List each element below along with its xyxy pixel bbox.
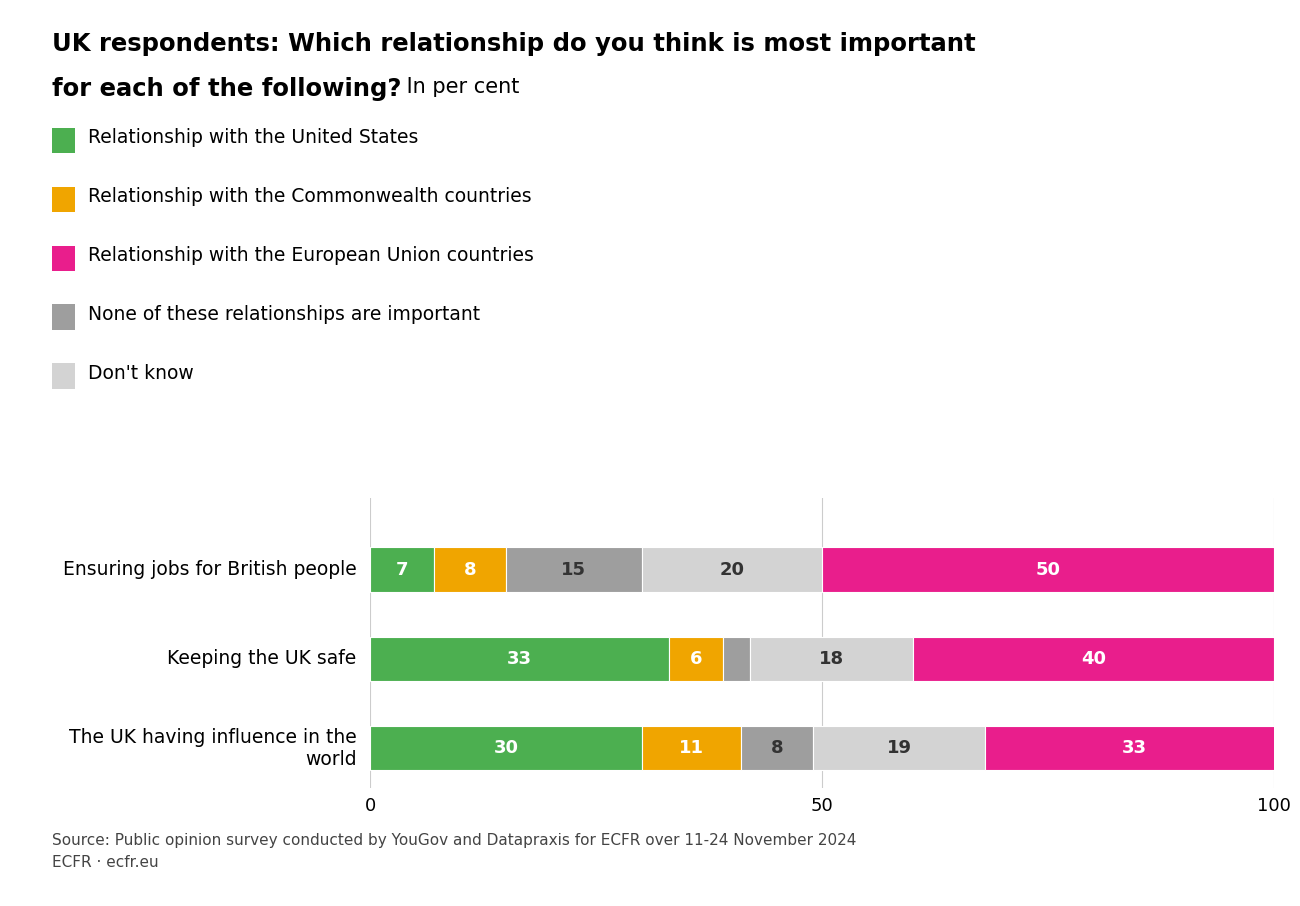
Bar <box>370 637 668 681</box>
Text: Relationship with the European Union countries: Relationship with the European Union cou… <box>88 246 534 265</box>
Text: 8: 8 <box>464 561 476 579</box>
Bar <box>741 726 814 770</box>
Text: Don't know: Don't know <box>88 364 194 382</box>
Text: for each of the following?: for each of the following? <box>52 77 402 101</box>
Text: Source: Public opinion survey conducted by YouGov and Datapraxis for ECFR over 1: Source: Public opinion survey conducted … <box>52 833 857 870</box>
Bar <box>814 726 985 770</box>
Bar <box>913 637 1274 681</box>
Text: 15: 15 <box>562 561 586 579</box>
Bar <box>668 637 723 681</box>
Text: Relationship with the United States: Relationship with the United States <box>88 129 419 147</box>
Text: 7: 7 <box>396 561 408 579</box>
Text: 30: 30 <box>494 739 519 757</box>
Text: 18: 18 <box>819 650 844 668</box>
Text: 40: 40 <box>1080 650 1106 668</box>
Bar <box>641 547 822 592</box>
Bar <box>506 547 641 592</box>
Bar <box>985 726 1283 770</box>
Text: 33: 33 <box>507 650 532 668</box>
Text: None of these relationships are important: None of these relationships are importan… <box>88 305 481 323</box>
Text: Relationship with the Commonwealth countries: Relationship with the Commonwealth count… <box>88 188 532 206</box>
Bar <box>723 637 750 681</box>
Text: 20: 20 <box>719 561 745 579</box>
Bar <box>434 547 506 592</box>
Bar <box>822 547 1274 592</box>
Text: 6: 6 <box>689 650 702 668</box>
Text: 8: 8 <box>771 739 784 757</box>
Bar <box>641 726 741 770</box>
Bar <box>750 637 913 681</box>
Text: 11: 11 <box>679 739 703 757</box>
Text: UK respondents: Which relationship do you think is most important: UK respondents: Which relationship do yo… <box>52 32 975 55</box>
Bar <box>370 726 641 770</box>
Text: 19: 19 <box>887 739 911 757</box>
Text: 50: 50 <box>1036 561 1061 579</box>
Bar <box>370 547 434 592</box>
Text: 33: 33 <box>1122 739 1147 757</box>
Text: In per cent: In per cent <box>400 77 520 97</box>
